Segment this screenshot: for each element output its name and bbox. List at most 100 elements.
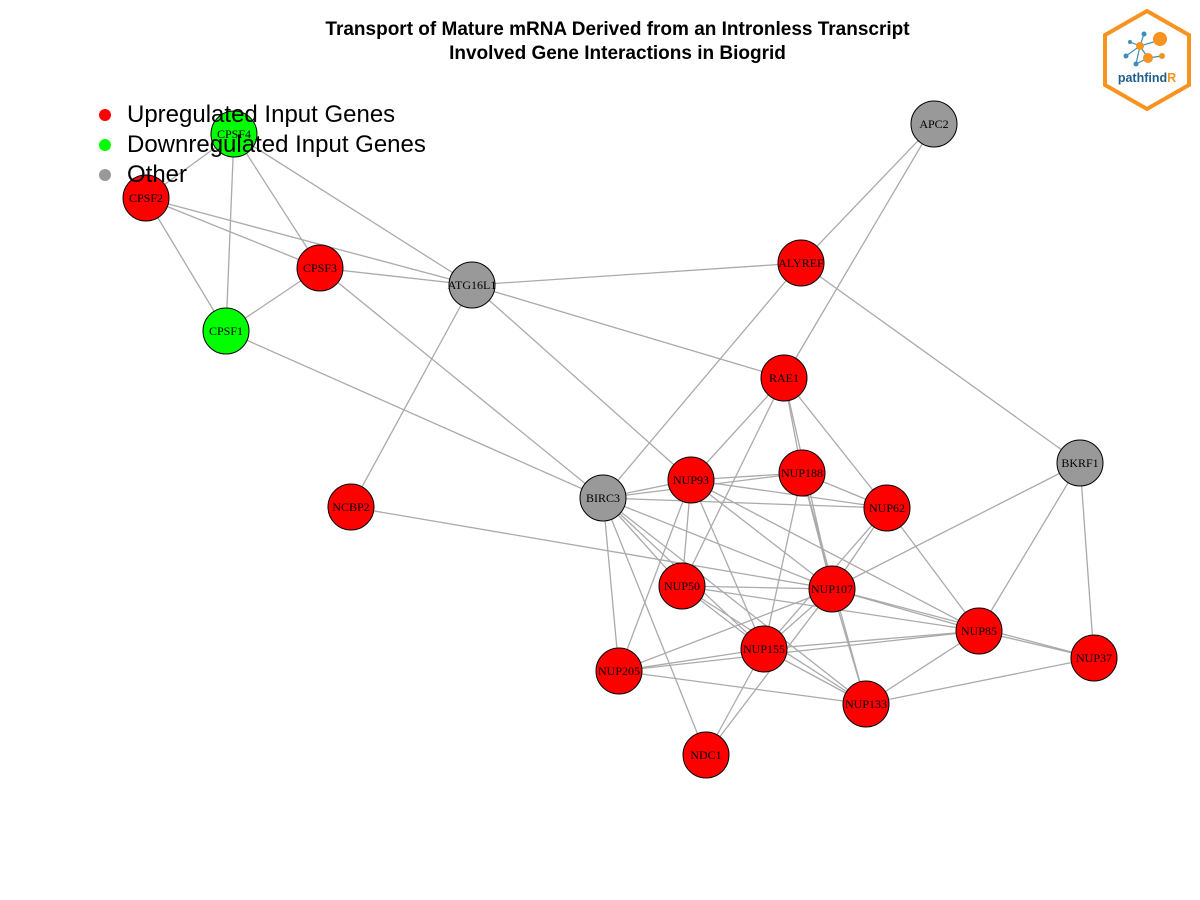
node-label: NUP93 (673, 473, 709, 487)
edge-cpsf4-cpsf1 (225, 133, 235, 332)
node-nup50: NUP50 (658, 562, 706, 610)
node-circle (595, 647, 643, 695)
edges-layer (145, 123, 1095, 756)
node-circle (210, 110, 258, 158)
node-label: ALYREF (778, 256, 824, 270)
edge-nup155-nup205 (618, 648, 765, 672)
node-label: CPSF4 (217, 127, 251, 141)
edge-atg16l1-alyref (471, 262, 802, 286)
edge-birc3-nup205 (602, 497, 620, 672)
node-label: NUP107 (811, 582, 853, 596)
title-line-1: Transport of Mature mRNA Derived from an… (325, 19, 910, 40)
node-cpsf3: CPSF3 (296, 244, 344, 292)
edge-cpsf4-atg16l1 (233, 133, 473, 286)
network-icon (1123, 31, 1167, 67)
node-ndc1: NDC1 (682, 731, 730, 779)
node-label: NUP205 (598, 664, 640, 678)
title-line-2: Involved Gene Interactions in Biogrid (449, 43, 786, 64)
legend-dot-upregulated (99, 109, 111, 121)
node-cpsf4: CPSF4 (210, 110, 258, 158)
legend-label-other: Other (127, 161, 188, 188)
edge-cpsf3-atg16l1 (319, 267, 473, 286)
edge-bkrf1-nup107 (831, 462, 1081, 590)
node-label: RAE1 (769, 371, 799, 385)
node-nup155: NUP155 (740, 625, 788, 673)
edge-cpsf3-birc3 (319, 267, 604, 499)
edge-bkrf1-nup85 (978, 462, 1081, 632)
node-circle (842, 680, 890, 728)
node-label: NUP50 (664, 579, 700, 593)
node-circle (658, 562, 706, 610)
node-ncbp2: NCBP2 (327, 483, 375, 531)
edge-nup188-nup155 (763, 472, 803, 650)
legend: Upregulated Input Genes Downregulated In… (96, 100, 426, 190)
node-birc3: BIRC3 (579, 474, 627, 522)
node-circle (863, 484, 911, 532)
edge-nup107-nup205 (618, 588, 833, 672)
node-apc2: APC2 (910, 100, 958, 148)
node-circle (327, 483, 375, 531)
node-bkrf1: BKRF1 (1056, 439, 1104, 487)
node-label: APC2 (919, 117, 948, 131)
node-nup93: NUP93 (667, 456, 715, 504)
edge-cpsf2-cpsf3 (145, 197, 321, 269)
node-circle (1056, 439, 1104, 487)
edge-atg16l1-rae1 (471, 284, 785, 379)
edge-nup62-nup85 (886, 507, 980, 632)
node-circle (760, 354, 808, 402)
node-nup62: NUP62 (863, 484, 911, 532)
node-circle (778, 449, 826, 497)
edge-cpsf1-birc3 (225, 330, 604, 499)
logo-text-main: pathfind (1118, 71, 1167, 85)
edge-alyref-birc3 (602, 262, 802, 499)
node-label: NUP133 (845, 697, 887, 711)
node-label: NCBP2 (332, 500, 369, 514)
node-circle (122, 174, 170, 222)
node-label: NDC1 (690, 748, 721, 762)
legend-label-downregulated: Downregulated Input Genes (127, 131, 426, 158)
node-circle (808, 565, 856, 613)
edge-nup85-nup155 (763, 630, 980, 650)
edge-nup93-nup62 (690, 479, 888, 509)
edge-ncbp2-nup107 (350, 506, 833, 590)
node-circle (296, 244, 344, 292)
legend-item-downregulated: Downregulated Input Genes (96, 130, 426, 160)
node-nup37: NUP37 (1070, 634, 1118, 682)
node-circle (448, 261, 496, 309)
edge-nup93-nup85 (690, 479, 980, 632)
node-rae1: RAE1 (760, 354, 808, 402)
node-label: NUP188 (781, 466, 823, 480)
edge-cpsf4-cpsf3 (233, 133, 321, 269)
legend-item-other: Other (96, 160, 426, 190)
node-nup133: NUP133 (842, 680, 890, 728)
edge-birc3-ndc1 (602, 497, 707, 756)
node-label: ATG16L1 (448, 278, 497, 292)
edge-nup205-nup85 (618, 630, 980, 672)
node-cpsf1: CPSF1 (202, 307, 250, 355)
node-circle (777, 239, 825, 287)
legend-dot-downregulated (99, 139, 111, 151)
node-cpsf2: CPSF2 (122, 174, 170, 222)
edge-nup93-nup155 (690, 479, 765, 650)
edge-nup37-nup133 (865, 657, 1095, 705)
edge-rae1-nup62 (783, 377, 888, 509)
edge-nup205-nup133 (618, 670, 867, 705)
logo-text: pathfindR (1118, 71, 1176, 85)
edge-birc3-nup107 (602, 497, 833, 590)
node-label: NUP62 (869, 501, 905, 515)
edge-bkrf1-nup37 (1079, 462, 1095, 659)
edge-atg16l1-nup93 (471, 284, 692, 481)
legend-item-upregulated: Upregulated Input Genes (96, 100, 426, 130)
node-label: NUP85 (961, 624, 997, 638)
pathfindr-logo: pathfindR (1103, 8, 1191, 112)
node-label: NUP37 (1076, 651, 1112, 665)
edge-nup93-nup107 (690, 479, 833, 590)
node-atg16l1: ATG16L1 (448, 261, 497, 309)
node-nup188: NUP188 (778, 449, 826, 497)
node-circle (682, 731, 730, 779)
legend-dot-other (99, 169, 111, 181)
edge-birc3-nup133 (602, 497, 867, 705)
node-circle (667, 456, 715, 504)
edge-cpsf2-atg16l1 (145, 197, 473, 286)
node-label: CPSF1 (209, 324, 243, 338)
